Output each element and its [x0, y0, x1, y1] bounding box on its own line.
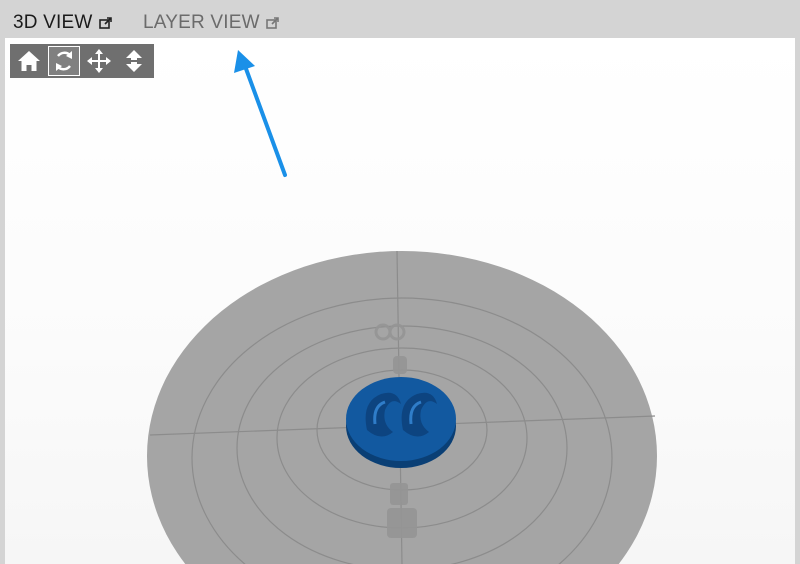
move-arrows-icon	[87, 49, 111, 73]
home-icon	[18, 51, 40, 71]
annotation-arrow	[234, 50, 287, 177]
tab-3d-view[interactable]: 3D VIEW	[13, 12, 113, 34]
external-link-icon	[98, 17, 112, 29]
pan-view-button[interactable]	[83, 46, 115, 76]
3d-viewport[interactable]	[5, 38, 795, 564]
zoom-view-button[interactable]	[118, 46, 150, 76]
tab-layer-view[interactable]: LAYER VIEW	[143, 12, 280, 34]
view-tab-bar: 3D VIEW LAYER VIEW	[0, 0, 800, 38]
tab-layer-view-label: LAYER VIEW	[143, 12, 260, 33]
home-view-button[interactable]	[13, 46, 45, 76]
external-link-icon	[265, 17, 279, 29]
vertical-arrows-icon	[126, 50, 142, 72]
view-toolbar	[10, 44, 154, 78]
rotate-icon	[56, 51, 72, 71]
rotate-view-button[interactable]	[48, 46, 80, 76]
tab-3d-view-label: 3D VIEW	[13, 12, 93, 33]
build-plate-scene	[147, 50, 657, 564]
printed-model	[346, 377, 456, 468]
bed-logo-watermark	[374, 323, 417, 538]
